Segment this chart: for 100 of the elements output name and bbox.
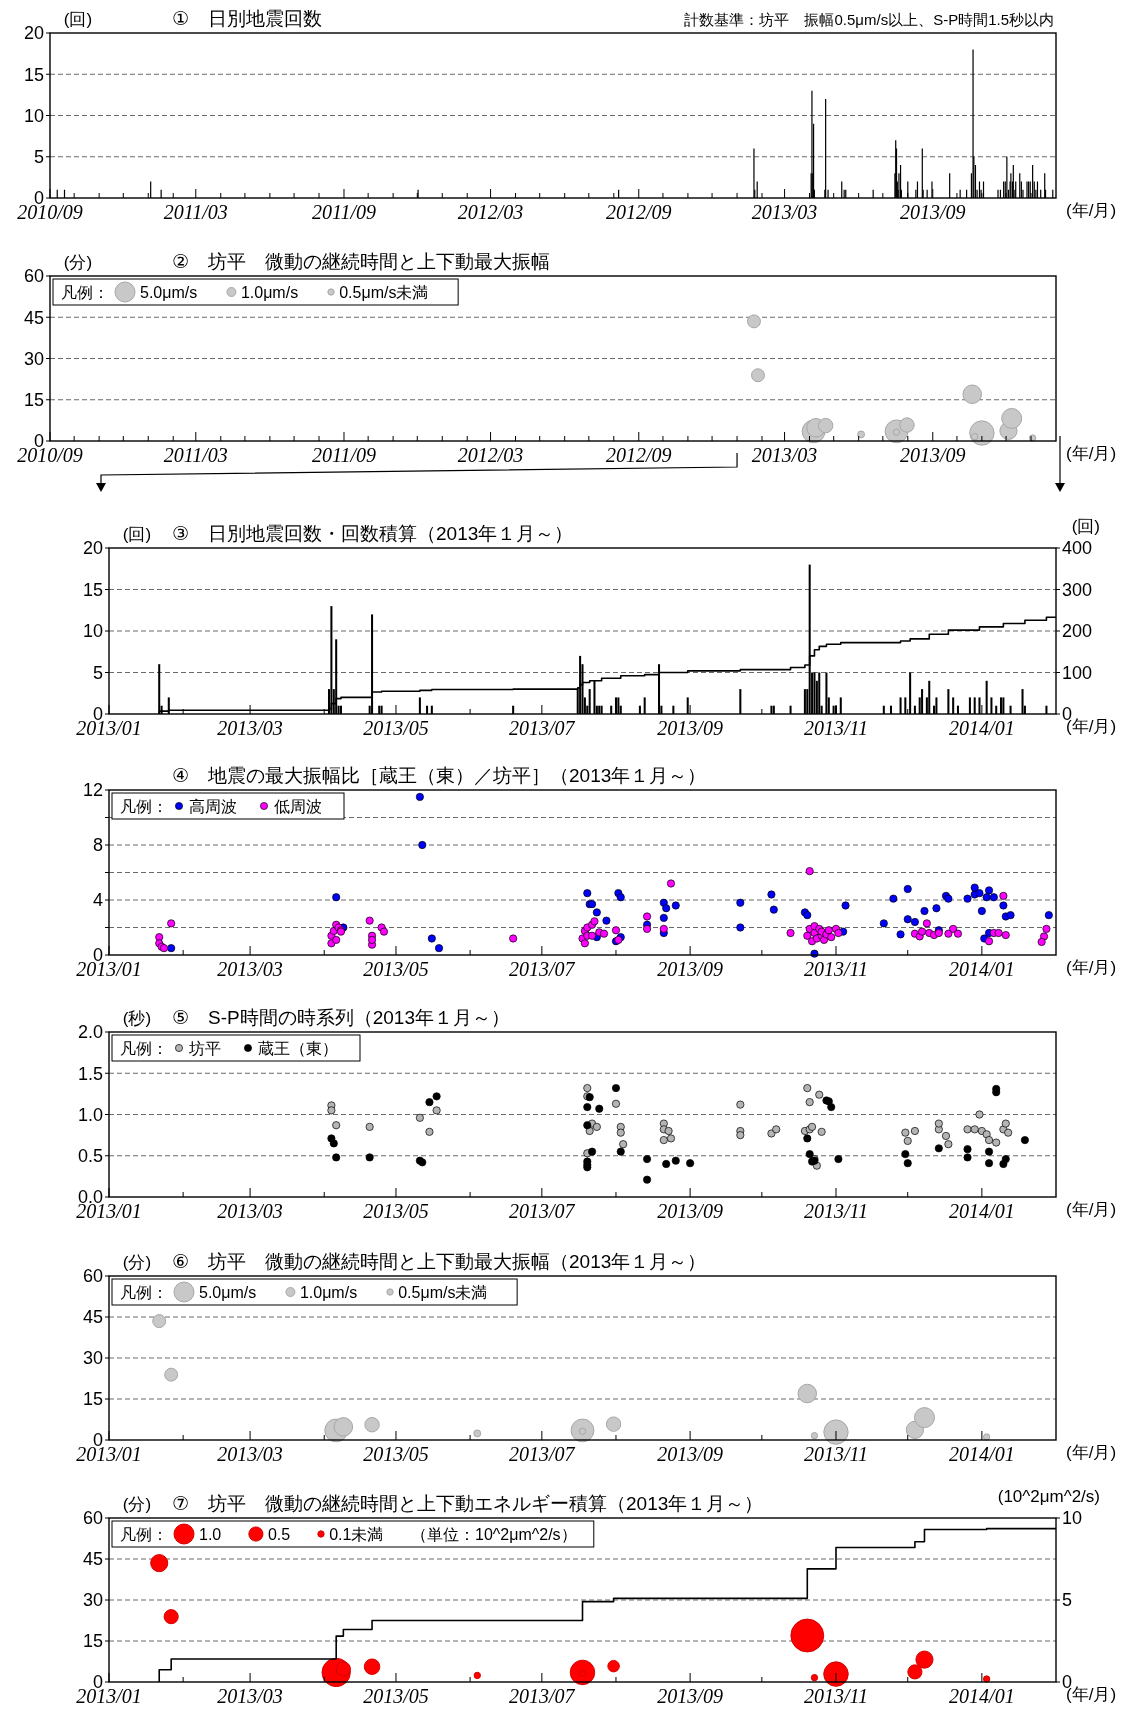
x-tick-label: 2013/09 bbox=[657, 1443, 723, 1465]
chart-title: ⑦ 坊平 微動の継続時間と上下動エネルギー積算（2013年１月～） bbox=[172, 1493, 764, 1514]
y2-tick-label: 10 bbox=[1062, 1508, 1083, 1529]
x-tick-label: 2014/01 bbox=[949, 717, 1015, 739]
x-tick-label: 2013/09 bbox=[657, 958, 723, 980]
y-axis-title: (分) bbox=[122, 1495, 152, 1514]
x-tick-label: 2013/07 bbox=[509, 717, 576, 739]
x-tick-label: 2013/09 bbox=[657, 1200, 723, 1222]
y-axis-title: (秒) bbox=[122, 1009, 152, 1028]
x-tick-label: 2012/03 bbox=[457, 201, 524, 223]
legend-title: 凡例： bbox=[120, 1039, 168, 1057]
y2-tick-label: 200 bbox=[1062, 621, 1093, 642]
x-tick-label: 2013/05 bbox=[363, 1685, 429, 1707]
x-tick-label: 2013/07 bbox=[509, 1685, 576, 1707]
y-tick-label: 60 bbox=[23, 266, 44, 287]
x-tick-label: 2013/09 bbox=[899, 444, 966, 466]
legend-label: 1.0μm/s bbox=[299, 1283, 358, 1301]
y-tick-label: 60 bbox=[82, 1266, 103, 1287]
y-tick-label: 30 bbox=[82, 1348, 103, 1369]
x-tick-label: 2013/03 bbox=[217, 717, 283, 739]
y-tick-label: 8 bbox=[92, 835, 103, 856]
chart-title: ⑥ 坊平 微動の継続時間と上下動最大振幅（2013年１月～） bbox=[172, 1251, 707, 1272]
x-tick-label: 2014/01 bbox=[949, 1200, 1015, 1222]
y-tick-label: 4 bbox=[92, 890, 103, 911]
y-tick-label: 1.5 bbox=[77, 1063, 103, 1084]
legend-label: 蔵王（東） bbox=[258, 1039, 338, 1057]
x-tick-label: 2012/09 bbox=[606, 444, 672, 466]
x-tick-label: 2013/09 bbox=[657, 717, 723, 739]
legend-label: 0.1未満 bbox=[329, 1525, 384, 1543]
chart-title: ③ 日別地震回数・回数積算（2013年１月～） bbox=[172, 523, 574, 544]
x-tick-label: 2013/05 bbox=[363, 1443, 429, 1465]
x-tick-label: 2013/11 bbox=[803, 1685, 869, 1707]
y-tick-label: 10 bbox=[82, 621, 103, 642]
chart-title: ① 日別地震回数 bbox=[172, 8, 323, 29]
y-tick-label: 45 bbox=[82, 1307, 103, 1328]
x-tick-label: 2012/09 bbox=[606, 201, 672, 223]
legend-label: 5.0μm/s bbox=[199, 1283, 257, 1301]
x-tick-label: 2013/03 bbox=[217, 1200, 283, 1222]
y2-axis-title: (回) bbox=[1071, 517, 1100, 536]
y-tick-label: 45 bbox=[23, 307, 44, 328]
x-tick-label: 2013/11 bbox=[803, 1200, 869, 1222]
y-tick-label: 10 bbox=[23, 105, 44, 126]
x-tick-label: 2013/05 bbox=[363, 958, 429, 980]
x-tick-label: 2014/01 bbox=[949, 1685, 1015, 1707]
x-tick-label: 2013/07 bbox=[509, 958, 576, 980]
y-axis-title: (分) bbox=[63, 253, 93, 272]
y-tick-label: 60 bbox=[82, 1508, 103, 1529]
x-axis-title: (年/月) bbox=[1066, 444, 1117, 463]
y2-tick-label: 300 bbox=[1062, 579, 1093, 600]
y2-tick-label: 400 bbox=[1062, 538, 1093, 559]
chart-title: ④ 地震の最大振幅比［蔵王（東）／坊平］（2013年１月～） bbox=[172, 765, 707, 786]
x-axis-title: (年/月) bbox=[1066, 1200, 1117, 1219]
chart-title: ⑤ S-P時間の時系列（2013年１月～） bbox=[172, 1007, 510, 1028]
y-tick-label: 45 bbox=[82, 1549, 103, 1570]
text: 計数基準：坊平 振幅0.5μm/s以上、S-P時間1.5秒以内 bbox=[684, 11, 1054, 28]
y-tick-label: 15 bbox=[23, 390, 44, 411]
y-tick-label: 15 bbox=[23, 64, 44, 85]
chart-title: ② 坊平 微動の継続時間と上下動最大振幅 bbox=[172, 251, 551, 272]
y-tick-label: 20 bbox=[82, 538, 103, 559]
y-tick-label: 5 bbox=[92, 662, 103, 683]
legend-label: 0.5μm/s未満 bbox=[398, 1283, 488, 1301]
x-tick-label: 2013/09 bbox=[657, 1685, 723, 1707]
y-tick-label: 5 bbox=[33, 147, 44, 168]
y-tick-label: 0.5 bbox=[77, 1146, 103, 1167]
legend-title: 凡例： bbox=[120, 797, 168, 815]
x-tick-label: 2012/03 bbox=[457, 444, 524, 466]
legend-title: 凡例： bbox=[61, 283, 109, 301]
x-tick-label: 2013/03 bbox=[751, 444, 818, 466]
y-axis-title: (回) bbox=[122, 525, 152, 544]
legend-label: 5.0μm/s bbox=[140, 283, 198, 301]
y-tick-label: 1.0 bbox=[77, 1104, 103, 1125]
y-tick-label: 12 bbox=[82, 780, 103, 801]
x-tick-label: 2011/09 bbox=[311, 444, 377, 466]
x-tick-label: 2013/07 bbox=[509, 1443, 576, 1465]
x-tick-label: 2013/07 bbox=[509, 1200, 576, 1222]
annotation: （単位：10^2μm^2/s） bbox=[410, 1525, 577, 1543]
y-axis-title: (回) bbox=[63, 10, 93, 29]
y2-tick-label: 5 bbox=[1062, 1590, 1073, 1611]
x-tick-label: 2013/05 bbox=[363, 1200, 429, 1222]
legend-label: 坊平 bbox=[188, 1039, 221, 1057]
x-tick-label: 2013/03 bbox=[217, 1443, 283, 1465]
x-tick-label: 2013/11 bbox=[803, 717, 869, 739]
x-tick-label: 2014/01 bbox=[949, 958, 1015, 980]
y2-tick-label: 100 bbox=[1062, 662, 1093, 683]
x-tick-label: 2014/01 bbox=[949, 1443, 1015, 1465]
x-tick-label: 2013/05 bbox=[363, 717, 429, 739]
x-tick-label: 2013/11 bbox=[803, 958, 869, 980]
legend-label: 高周波 bbox=[189, 797, 237, 815]
legend-label: 0.5 bbox=[267, 1525, 291, 1543]
x-tick-label: 2013/03 bbox=[751, 201, 818, 223]
y-tick-label: 30 bbox=[23, 348, 44, 369]
x-tick-label: 2011/09 bbox=[311, 201, 377, 223]
x-tick-label: 2013/03 bbox=[217, 1685, 283, 1707]
legend-title: 凡例： bbox=[120, 1283, 168, 1301]
x-axis-title: (年/月) bbox=[1066, 958, 1117, 977]
y2-axis-title: (10^2μm^2/s) bbox=[997, 1487, 1100, 1506]
y-axis-title: (分) bbox=[122, 1253, 152, 1272]
y-tick-label: 15 bbox=[82, 579, 103, 600]
y-tick-label: 2.0 bbox=[77, 1022, 103, 1043]
x-axis-title: (年/月) bbox=[1066, 1443, 1117, 1462]
